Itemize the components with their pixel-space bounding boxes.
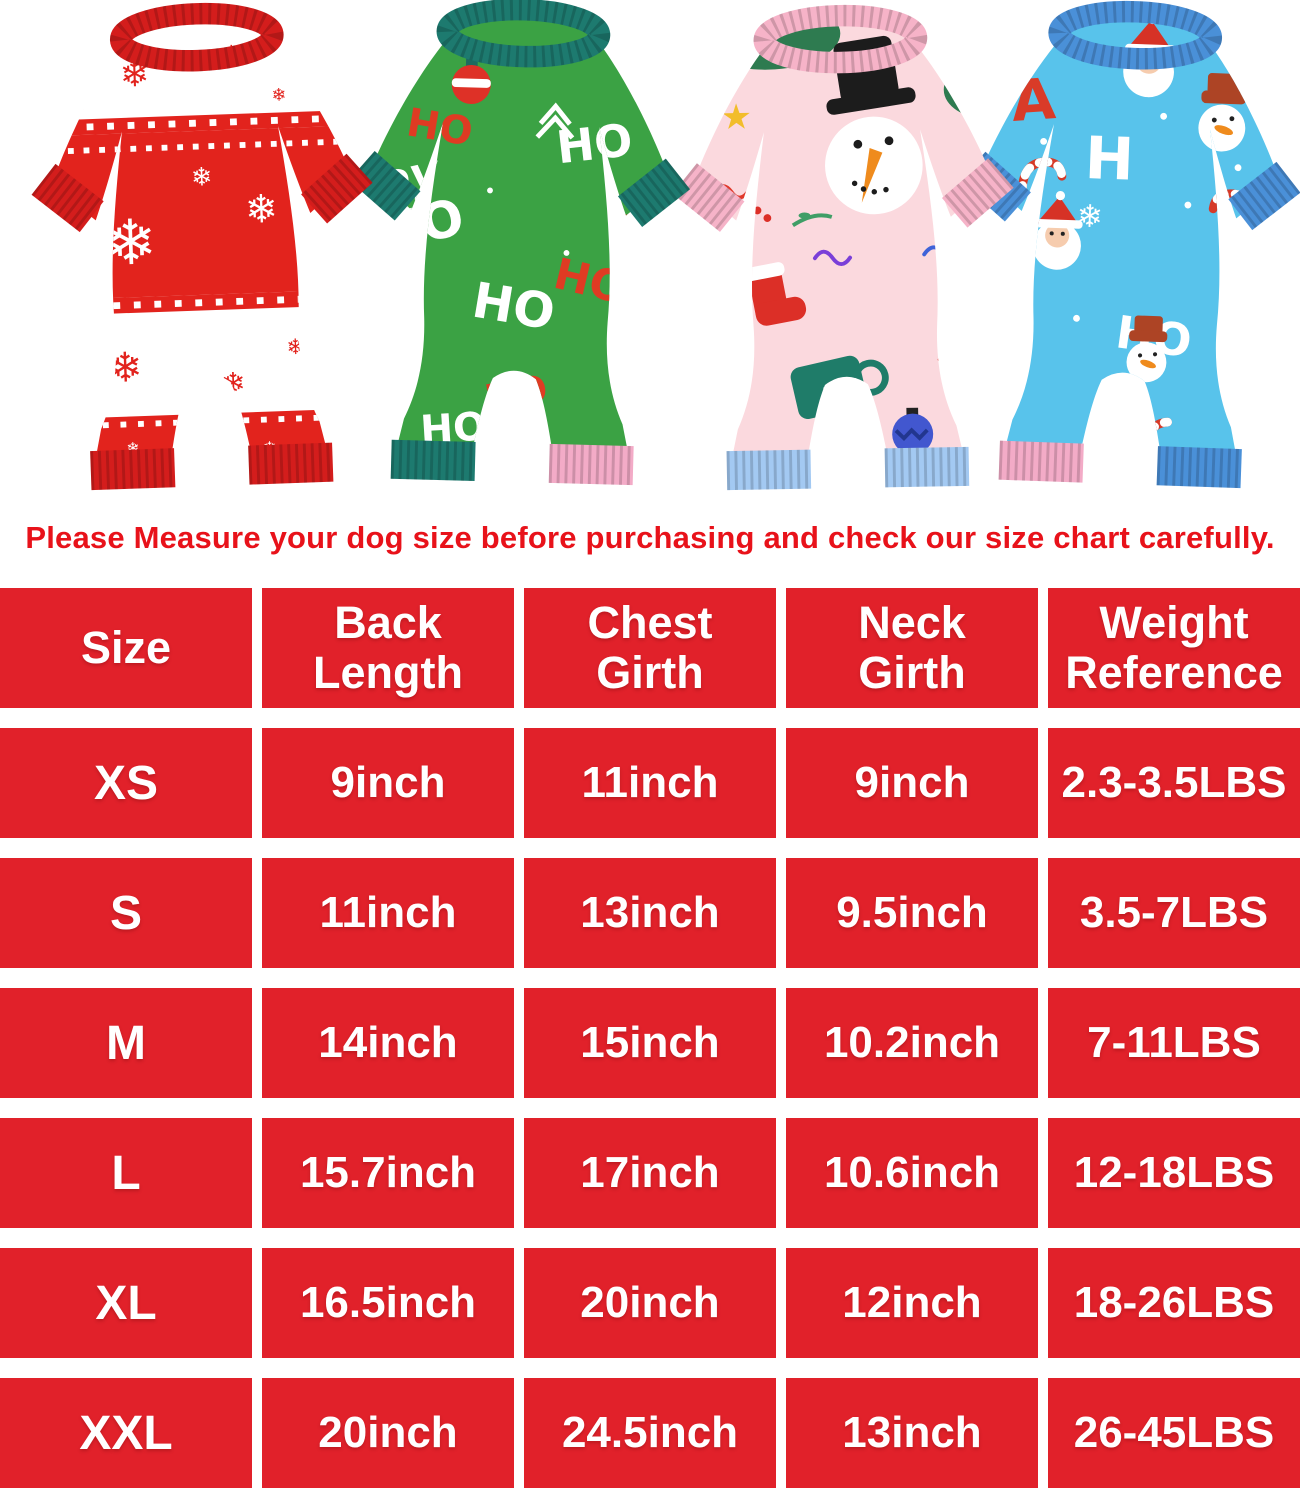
red-nordic-cuffs: [31, 2, 373, 491]
measure-warning-text: Please Measure your dog size before purc…: [25, 520, 1275, 555]
row-l-back-length: 15.7inch: [262, 1118, 514, 1228]
size-chart-table: Size Back Length Chest Girth Neck Girth …: [0, 588, 1300, 1488]
row-l-size: L: [0, 1118, 252, 1228]
svg-text:❄: ❄: [1100, 400, 1115, 421]
row-xl-chest-girth: 20inch: [524, 1248, 776, 1358]
row-m-weight: 7-11LBS: [1048, 988, 1300, 1098]
header-chest-girth: Chest Girth: [524, 588, 776, 708]
row-xs-chest-girth: 11inch: [524, 728, 776, 838]
snowman-face-2: [1126, 315, 1168, 383]
row-s-size: S: [0, 858, 252, 968]
santa-face-2: [1032, 191, 1083, 270]
header-weight-reference: Weight Reference: [1048, 588, 1300, 708]
pajama-red-nordic: ❄ ❄ ❄ ❄ ❄ ❄ ❄ ❄ ❄ ❄ ❄ ❄: [0, 0, 422, 495]
row-xl-weight: 18-26LBS: [1048, 1248, 1300, 1358]
svg-text:HO: HO: [468, 272, 559, 342]
row-m-neck-girth: 10.2inch: [786, 988, 1038, 1098]
row-xs-back-length: 9inch: [262, 728, 514, 838]
svg-text:❄: ❄: [78, 342, 93, 363]
row-xl-neck-girth: 12inch: [786, 1248, 1038, 1358]
row-xxl-neck-girth: 13inch: [786, 1378, 1038, 1488]
row-m-chest-girth: 15inch: [524, 988, 776, 1098]
svg-text:H: H: [1257, 225, 1291, 271]
row-xxl-size: XXL: [0, 1378, 252, 1488]
row-m-back-length: 14inch: [262, 988, 514, 1098]
svg-text:❄: ❄: [107, 343, 143, 392]
row-xs-size: XS: [0, 728, 252, 838]
pajama-green-hohoho: HO HO HO HO HO HO HO Joy: [302, 0, 735, 489]
row-xxl-chest-girth: 24.5inch: [524, 1378, 776, 1488]
svg-text:HO: HO: [403, 100, 475, 155]
row-s-neck-girth: 9.5inch: [786, 858, 1038, 968]
row-s-weight: 3.5-7LBS: [1048, 858, 1300, 968]
row-s-chest-girth: 13inch: [524, 858, 776, 968]
row-xl-back-length: 16.5inch: [262, 1248, 514, 1358]
svg-text:❄: ❄: [191, 161, 213, 192]
ornament-striped: [451, 57, 491, 105]
pajama-pink-snowman-graphic: ❄ ★ ★ ★: [672, 4, 1014, 491]
header-back-length: Back Length: [262, 588, 514, 708]
svg-text:❄: ❄: [286, 335, 305, 361]
row-xl-size: XL: [0, 1248, 252, 1358]
svg-text:H: H: [1084, 124, 1135, 194]
svg-text:❄: ❄: [298, 254, 317, 280]
svg-text:❄: ❄: [69, 95, 86, 119]
row-xxl-weight: 26-45LBS: [1048, 1378, 1300, 1488]
pajama-photo-strip: ❄ ❄ ❄ ❄ ❄ ❄ ❄ ❄ ❄ ❄ ❄ ❄: [0, 0, 1300, 491]
row-xs-neck-girth: 9inch: [786, 728, 1038, 838]
svg-text:❄: ❄: [820, 380, 839, 403]
header-neck-girth: Neck Girth: [786, 588, 1038, 708]
row-l-neck-girth: 10.6inch: [786, 1118, 1038, 1228]
svg-text:❄: ❄: [244, 187, 278, 233]
svg-text:❄: ❄: [1076, 199, 1103, 236]
svg-text:❄: ❄: [220, 366, 246, 401]
row-m-size: M: [0, 988, 252, 1098]
pajama-pink-snowman: ❄ ★ ★ ★: [630, 0, 1058, 494]
stocking: [741, 262, 807, 326]
row-xxl-back-length: 20inch: [262, 1378, 514, 1488]
header-size: Size: [0, 588, 252, 708]
pink-snowman-cuffs: [672, 4, 1014, 491]
svg-text:❄: ❄: [1239, 284, 1258, 310]
row-xs-weight: 2.3-3.5LBS: [1048, 728, 1300, 838]
svg-text:❄: ❄: [271, 86, 286, 107]
ornament-blue: [892, 407, 934, 455]
row-l-weight: 12-18LBS: [1048, 1118, 1300, 1228]
svg-text:❄: ❄: [103, 205, 158, 280]
green-hohoho-cuffs: [348, 0, 690, 486]
pajama-red-nordic-graphic: ❄ ❄ ❄ ❄ ❄ ❄ ❄ ❄ ❄ ❄ ❄ ❄: [31, 2, 373, 491]
row-l-chest-girth: 17inch: [524, 1118, 776, 1228]
row-s-back-length: 11inch: [262, 858, 514, 968]
pajama-green-hohoho-graphic: HO HO HO HO HO HO HO Joy: [348, 0, 690, 486]
